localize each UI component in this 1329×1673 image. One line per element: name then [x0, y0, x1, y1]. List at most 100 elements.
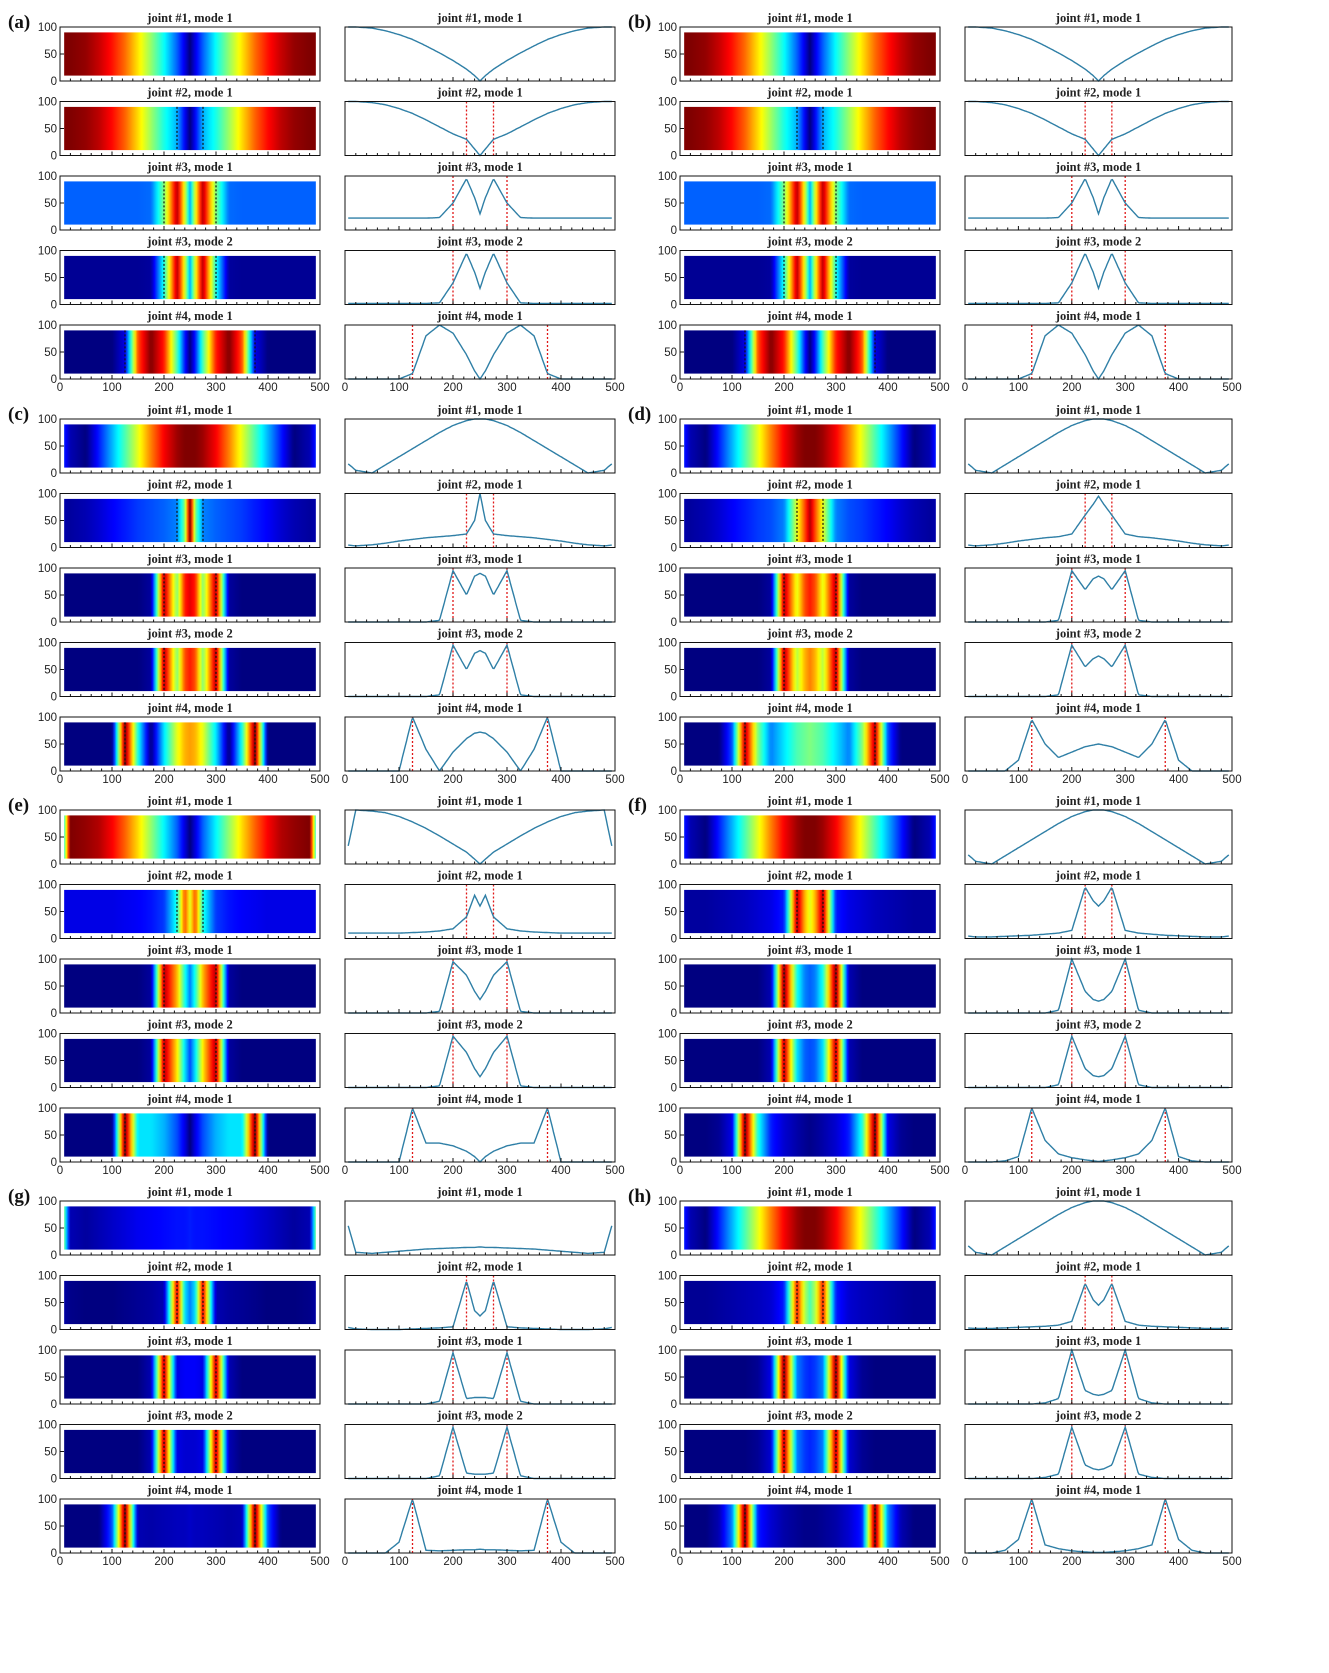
- y-tick-label: 0: [51, 859, 57, 871]
- heatmap-panel: joint #3, mode 2 0 50 100: [38, 1409, 321, 1486]
- panel-title: joint #3, mode 2: [146, 1409, 232, 1423]
- group-label: (h): [628, 1186, 651, 1207]
- heatmap-band: [684, 1038, 936, 1083]
- x-tick-label: 100: [1009, 1165, 1028, 1177]
- heatmap-band: [64, 964, 316, 1008]
- y-tick-label: 100: [658, 246, 677, 258]
- profile-line: [968, 253, 1229, 305]
- x-tick-label: 500: [1222, 382, 1241, 394]
- y-tick-label: 50: [44, 441, 57, 453]
- y-tick-label: 50: [664, 273, 677, 285]
- x-tick-label: 0: [57, 774, 63, 786]
- y-tick-label: 0: [671, 934, 677, 946]
- axes-frame: [964, 1033, 1233, 1088]
- axes-frame: [964, 418, 1233, 474]
- x-tick-label: 300: [1116, 382, 1135, 394]
- axes-frame: [964, 809, 1233, 865]
- panel-title: joint #4, mode 1: [1055, 1483, 1141, 1497]
- x-tick-label: 0: [677, 1556, 683, 1568]
- profile-line: [348, 568, 612, 623]
- profile-line: [348, 1350, 612, 1405]
- profile-line: [348, 100, 612, 157]
- x-tick-label: 400: [878, 1165, 897, 1177]
- profile-panel: joint #2, mode 1: [344, 478, 616, 548]
- profile-panel: joint #3, mode 1: [964, 160, 1233, 231]
- y-tick-label: 0: [51, 692, 57, 704]
- heatmap-band: [684, 181, 936, 225]
- x-tick-label: 300: [497, 1165, 516, 1177]
- panel-title: joint #2, mode 1: [436, 869, 522, 883]
- profile-panel: joint #3, mode 2: [344, 235, 616, 305]
- heatmap-band: [684, 106, 936, 151]
- profile-line: [348, 253, 612, 305]
- panel-title: joint #2, mode 1: [766, 478, 852, 492]
- heatmap-panel: joint #3, mode 1 0 50 100: [38, 160, 321, 237]
- y-tick-label: 50: [44, 907, 57, 919]
- panel-title: joint #3, mode 1: [146, 160, 232, 174]
- panel-title: joint #1, mode 1: [436, 11, 522, 25]
- profile-panel: joint #1, mode 1: [964, 1185, 1233, 1256]
- x-tick-label: 200: [1062, 382, 1081, 394]
- heatmap-panel: joint #3, mode 2 0 50 100: [38, 1018, 321, 1095]
- x-tick-label: 200: [154, 774, 173, 786]
- profile-panel: joint #1, mode 1: [344, 794, 616, 865]
- profile-line: [968, 569, 1229, 623]
- panel-title: joint #3, mode 2: [1055, 627, 1141, 641]
- y-tick-label: 100: [658, 1420, 677, 1432]
- heatmap-band: [64, 573, 316, 617]
- panel-title: joint #2, mode 1: [436, 478, 522, 492]
- y-tick-label: 50: [664, 1298, 677, 1310]
- heatmap-band: [64, 647, 316, 692]
- x-tick-label: 400: [258, 1165, 277, 1177]
- panel-title: joint #3, mode 1: [146, 552, 232, 566]
- x-tick-label: 500: [310, 774, 329, 786]
- y-tick-label: 50: [664, 832, 677, 844]
- heatmap-panel: joint #1, mode 1 0 50 100: [658, 1185, 941, 1262]
- y-tick-label: 50: [664, 124, 677, 136]
- y-tick-label: 100: [38, 638, 57, 650]
- profile-panel: joint #2, mode 1: [344, 1260, 616, 1331]
- y-tick-label: 100: [38, 1494, 57, 1506]
- y-tick-label: 50: [44, 198, 57, 210]
- y-tick-label: 100: [38, 246, 57, 258]
- y-tick-label: 50: [664, 441, 677, 453]
- y-tick-label: 0: [671, 225, 677, 237]
- x-tick-label: 100: [102, 382, 121, 394]
- panel-title: joint #3, mode 2: [1055, 235, 1141, 249]
- profile-panel: joint #1, mode 1: [344, 11, 616, 82]
- heatmap-band: [684, 498, 936, 543]
- panel-title: joint #4, mode 1: [436, 309, 522, 323]
- panel-title: joint #1, mode 1: [436, 403, 522, 417]
- y-tick-label: 0: [671, 617, 677, 629]
- panel-title: joint #1, mode 1: [146, 794, 232, 808]
- x-tick-label: 200: [774, 382, 793, 394]
- y-tick-label: 100: [38, 1345, 57, 1357]
- y-tick-label: 100: [658, 489, 677, 501]
- axes-frame: [964, 250, 1233, 305]
- x-tick-label: 100: [389, 1556, 408, 1568]
- y-tick-label: 0: [51, 300, 57, 312]
- heatmap-band: [64, 424, 316, 468]
- y-tick-label: 0: [51, 1548, 57, 1560]
- y-tick-label: 50: [44, 832, 57, 844]
- x-tick-label: 400: [1169, 382, 1188, 394]
- heatmap-band: [684, 424, 936, 468]
- profile-panel: joint #4, mode 1 0 100 200 300 400 500: [962, 1092, 1242, 1177]
- y-tick-label: 100: [658, 1345, 677, 1357]
- panel-title: joint #3, mode 1: [766, 160, 852, 174]
- profile-panel: joint #1, mode 1: [964, 11, 1233, 82]
- panel-title: joint #3, mode 2: [766, 1409, 852, 1423]
- x-tick-label: 0: [57, 382, 63, 394]
- x-tick-label: 300: [826, 382, 845, 394]
- y-tick-label: 50: [44, 1056, 57, 1068]
- panel-title: joint #3, mode 2: [436, 1409, 522, 1423]
- panel-title: joint #2, mode 1: [146, 869, 232, 883]
- x-tick-label: 100: [1009, 1556, 1028, 1568]
- y-tick-label: 100: [38, 954, 57, 966]
- profile-panel: joint #4, mode 1 0 100 200 300 400 500: [962, 1483, 1242, 1568]
- heatmap-panel: joint #2, mode 1 0 50 100: [658, 869, 941, 946]
- profile-line: [348, 1424, 612, 1480]
- x-tick-label: 200: [774, 1556, 793, 1568]
- heatmap-band: [64, 1280, 316, 1325]
